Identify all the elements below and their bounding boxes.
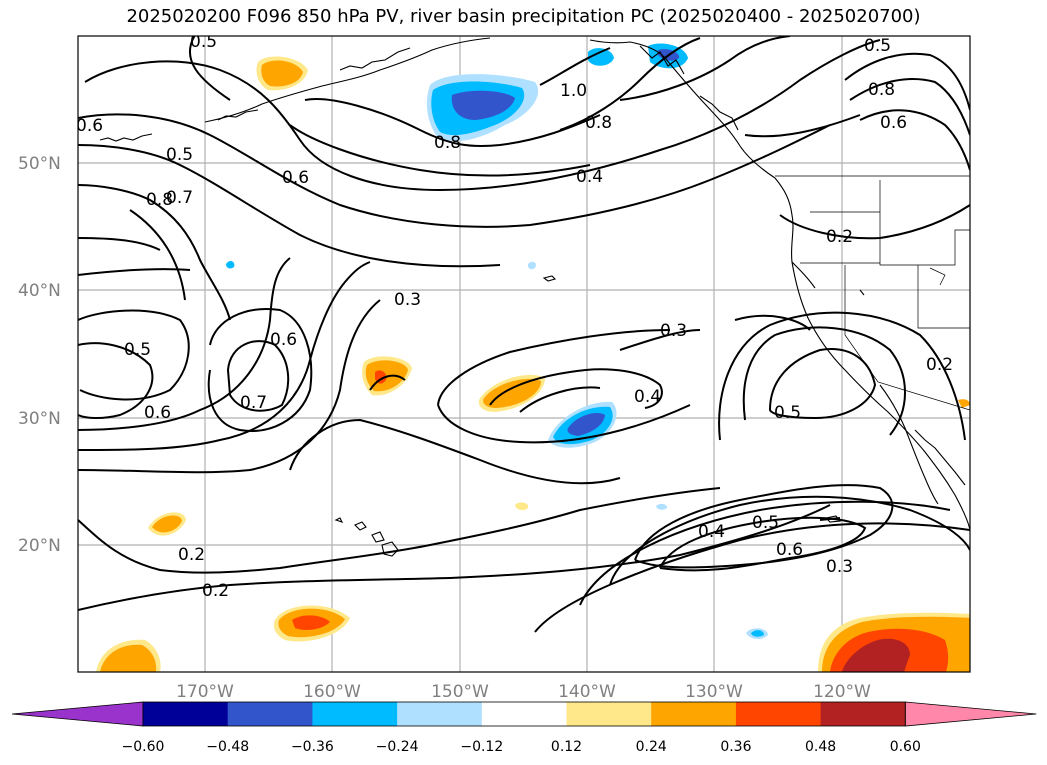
contour-label: 0.6	[270, 330, 297, 350]
contour-label: 0.5	[864, 36, 891, 56]
colorbar-tick-label: 0.36	[720, 739, 751, 755]
colorbar-tick-label: 0.60	[890, 739, 921, 755]
contour-label: 0.4	[576, 167, 603, 187]
lat-label: 30°N	[18, 409, 61, 429]
contour-label: 0.5	[124, 340, 151, 360]
contour-label: 0.8	[585, 113, 612, 133]
contour-label: 0.3	[660, 321, 687, 341]
colorbar-segment	[143, 702, 229, 726]
contour-label: 0.2	[826, 227, 853, 247]
contour-label: 0.7	[166, 188, 193, 208]
colorbar-extend-high	[904, 701, 1037, 727]
colorbar-segment	[651, 702, 737, 726]
colorbar-segment	[820, 702, 906, 726]
lon-label: 120°W	[813, 682, 871, 702]
contour-label: 0.3	[394, 290, 421, 310]
colorbar-tick-label: 0.24	[636, 739, 667, 755]
colorbar-segment	[481, 702, 567, 726]
contour-label: 0.6	[144, 403, 171, 423]
lat-label: 20°N	[18, 536, 61, 556]
colorbar-segment	[397, 702, 483, 726]
contour-label: 0.3	[826, 557, 853, 577]
contour-label: 0.5	[190, 32, 217, 52]
contour-label: 0.4	[698, 522, 725, 542]
lon-label: 170°W	[176, 682, 234, 702]
lon-label: 160°W	[303, 682, 361, 702]
contour-label: 0.6	[76, 116, 103, 136]
colorbar-tick-label: −0.36	[291, 739, 334, 755]
pv-contours	[78, 36, 970, 633]
contour-label: 0.2	[202, 581, 229, 601]
colorbar-tick-label: −0.60	[122, 739, 165, 755]
map-frame	[77, 35, 971, 673]
coastlines	[99, 37, 970, 557]
colorbar-segment	[227, 702, 313, 726]
contour-label: 0.2	[926, 355, 953, 375]
colorbar-frame	[142, 701, 906, 727]
contour-label: 0.6	[776, 540, 803, 560]
contour-label: 1.0	[560, 81, 587, 101]
contour-label: 0.7	[240, 393, 267, 413]
colorbar-segment	[735, 702, 822, 726]
contour-label: 0.6	[880, 113, 907, 133]
contour-label: 0.8	[434, 133, 461, 153]
contour-label: 0.5	[774, 403, 801, 423]
latitude-labels: 50°N 40°N 30°N 20°N	[18, 154, 61, 556]
political-borders	[775, 175, 970, 411]
contour-label: 0.6	[282, 168, 309, 188]
contour-labels: 0.5 0.5 0.6 0.5 0.8 0.7 1.0 0.8 0.8 0.6 …	[76, 32, 953, 601]
colorbar: −0.60 −0.48 −0.36 −0.24 −0.12 0.12 0.24 0.36 0.4…	[11, 701, 1037, 755]
map-plot-area: 0.5 0.5 0.6 0.5 0.8 0.7 1.0 0.8 0.8 0.6 …	[76, 32, 970, 672]
colorbar-extend-low	[11, 701, 144, 727]
contour-label: 0.8	[868, 80, 895, 100]
lat-label: 40°N	[18, 281, 61, 301]
colorbar-segment	[566, 702, 652, 726]
colorbar-tick-label: 0.12	[551, 739, 582, 755]
lon-label: 140°W	[558, 682, 616, 702]
contour-label: 0.8	[146, 190, 173, 210]
lon-label: 130°W	[685, 682, 743, 702]
colorbar-tick-label: −0.48	[206, 739, 249, 755]
contour-label: 0.5	[166, 145, 193, 165]
contour-label: 0.2	[178, 545, 205, 565]
contour-label: 0.5	[752, 513, 779, 533]
colorbar-tick-label: −0.12	[460, 739, 503, 755]
colorbar-segment	[312, 702, 398, 726]
lon-label: 150°W	[431, 682, 489, 702]
colorbar-tick-label: 0.48	[805, 739, 836, 755]
map-title: 2025020200 F096 850 hPa PV, river basin …	[126, 6, 921, 27]
colorbar-tick-label: −0.24	[376, 739, 419, 755]
longitude-labels: 170°W 160°W 150°W 140°W 130°W 120°W	[176, 682, 871, 702]
lat-label: 50°N	[18, 154, 61, 174]
contour-label: 0.4	[634, 387, 661, 407]
